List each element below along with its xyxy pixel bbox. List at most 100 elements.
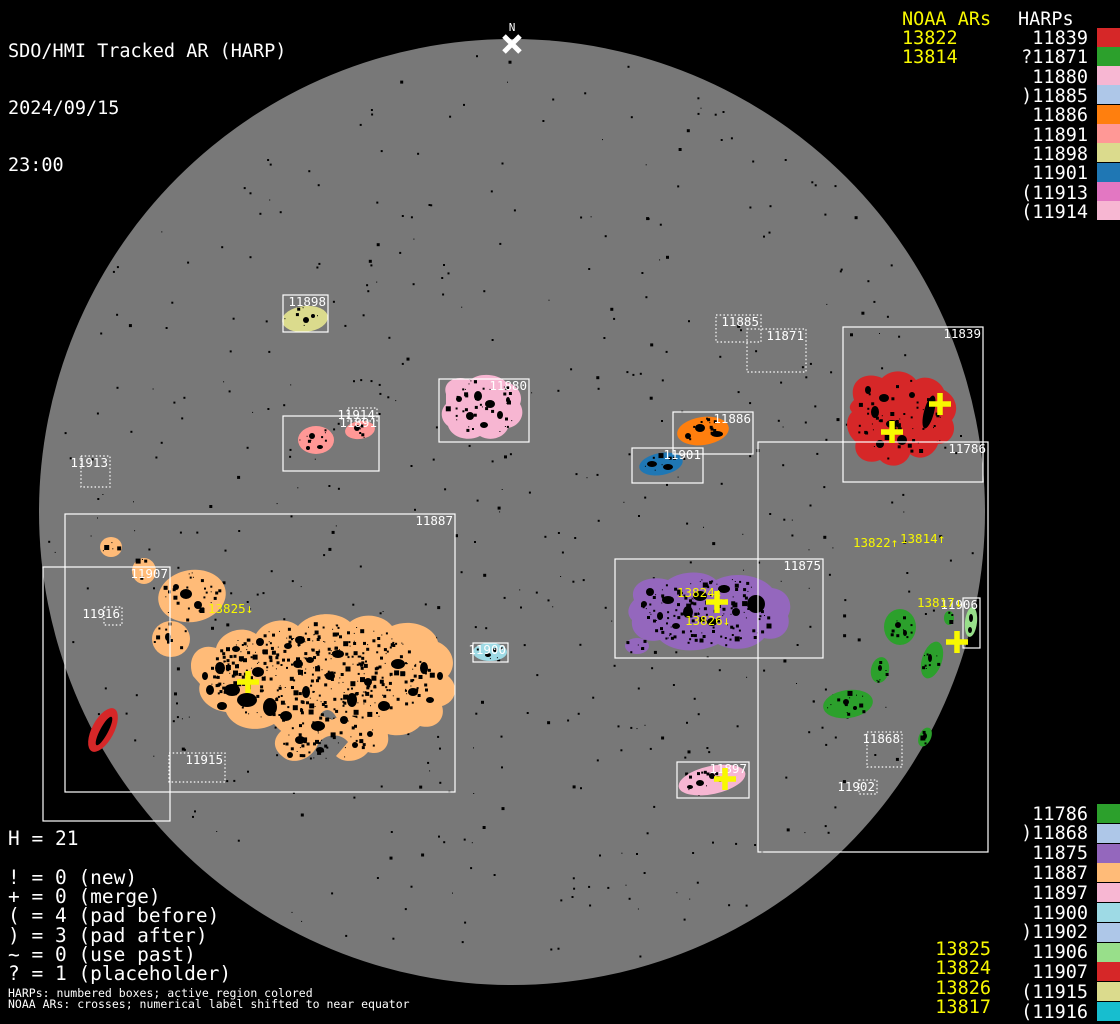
disk-speckle <box>181 718 183 720</box>
disk-speckle <box>483 573 487 577</box>
disk-speckle <box>442 293 445 296</box>
disk-speckle <box>509 453 512 456</box>
region-speckle <box>293 679 296 682</box>
region-speckle <box>276 661 280 665</box>
disk-speckle <box>626 371 629 374</box>
region-speckle <box>336 624 339 627</box>
region-speckle <box>472 428 474 430</box>
disk-speckle <box>735 842 738 845</box>
disk-speckle <box>617 725 620 728</box>
region-speckle <box>677 616 681 620</box>
disk-speckle <box>706 747 709 749</box>
region-speckle <box>429 672 435 678</box>
disk-speckle <box>308 170 311 173</box>
disk-speckle <box>401 362 404 365</box>
region-speckle <box>302 754 306 758</box>
umbra-spot <box>897 435 907 445</box>
disk-speckle <box>165 327 168 329</box>
region-speckle <box>233 670 238 676</box>
region-speckle <box>661 596 664 599</box>
region-speckle <box>303 324 305 326</box>
disk-speckle <box>134 739 137 742</box>
region-speckle <box>675 609 678 612</box>
disk-speckle <box>323 554 326 557</box>
disk-speckle <box>437 735 440 738</box>
disk-speckle <box>689 561 692 564</box>
disk-speckle <box>368 259 372 263</box>
region-speckle <box>654 469 656 471</box>
region-speckle <box>690 583 692 585</box>
disk-speckle <box>161 231 163 233</box>
disk-speckle <box>560 576 562 577</box>
region-speckle <box>352 728 354 730</box>
umbra-spot <box>480 422 488 428</box>
region-speckle <box>351 726 355 730</box>
umbra-spot <box>879 394 889 402</box>
disk-speckle <box>834 185 837 188</box>
region-speckle <box>745 617 747 619</box>
active-region-blob <box>473 643 507 661</box>
region-speckle <box>235 675 237 677</box>
region-speckle <box>399 655 403 659</box>
region-speckle <box>743 611 745 613</box>
umbra-spot <box>647 461 657 467</box>
umbra-spot <box>497 411 503 419</box>
region-speckle <box>370 689 373 692</box>
disk-speckle <box>353 380 355 383</box>
region-speckle <box>747 590 749 592</box>
region-speckle <box>233 654 237 658</box>
harp-box-label-11900: 11900 <box>468 642 506 657</box>
disk-speckle <box>836 418 840 422</box>
region-speckle <box>689 775 692 779</box>
region-speckle <box>358 662 362 666</box>
region-speckle <box>330 732 336 738</box>
region-speckle <box>310 679 314 683</box>
region-speckle <box>153 641 156 643</box>
region-speckle <box>305 668 307 670</box>
disk-speckle <box>481 700 484 704</box>
disk-speckle <box>531 392 533 394</box>
region-speckle <box>353 709 359 715</box>
region-speckle <box>394 670 400 676</box>
disk-speckle <box>331 892 334 895</box>
region-speckle <box>746 581 750 585</box>
umbra-spot <box>332 650 344 658</box>
region-speckle <box>278 686 282 690</box>
region-speckle <box>225 665 231 670</box>
region-speckle <box>464 392 469 397</box>
region-speckle <box>112 548 114 550</box>
region-speckle <box>702 635 706 638</box>
disk-speckle <box>526 712 529 714</box>
disk-speckle <box>783 518 786 521</box>
disk-speckle <box>610 307 614 311</box>
disk-speckle <box>850 333 853 337</box>
region-speckle <box>912 428 914 430</box>
disk-speckle <box>652 577 655 580</box>
disk-speckle <box>749 402 752 405</box>
region-speckle <box>920 735 926 741</box>
region-speckle <box>337 742 339 744</box>
region-speckle <box>699 617 705 623</box>
symbol-stat-line: ) = 3 (pad after) <box>8 924 208 947</box>
disk-speckle <box>557 532 560 534</box>
umbra-spot <box>466 412 474 420</box>
region-speckle <box>363 641 366 645</box>
region-speckle <box>363 703 365 705</box>
disk-speckle <box>328 547 332 551</box>
region-speckle <box>417 694 421 697</box>
region-speckle <box>380 656 383 660</box>
disk-speckle <box>718 669 721 672</box>
region-speckle <box>891 397 895 401</box>
region-speckle <box>718 618 720 620</box>
disk-speckle <box>270 570 273 573</box>
region-speckle <box>306 701 309 705</box>
region-speckle <box>269 659 273 663</box>
region-speckle <box>184 630 187 633</box>
disk-speckle <box>359 565 362 568</box>
harp-box-label-11891: 11891 <box>339 415 377 430</box>
disk-speckle <box>693 697 696 700</box>
region-speckle <box>304 641 306 643</box>
region-speckle <box>706 584 709 587</box>
region-speckle <box>272 633 275 637</box>
region-speckle <box>700 421 703 423</box>
